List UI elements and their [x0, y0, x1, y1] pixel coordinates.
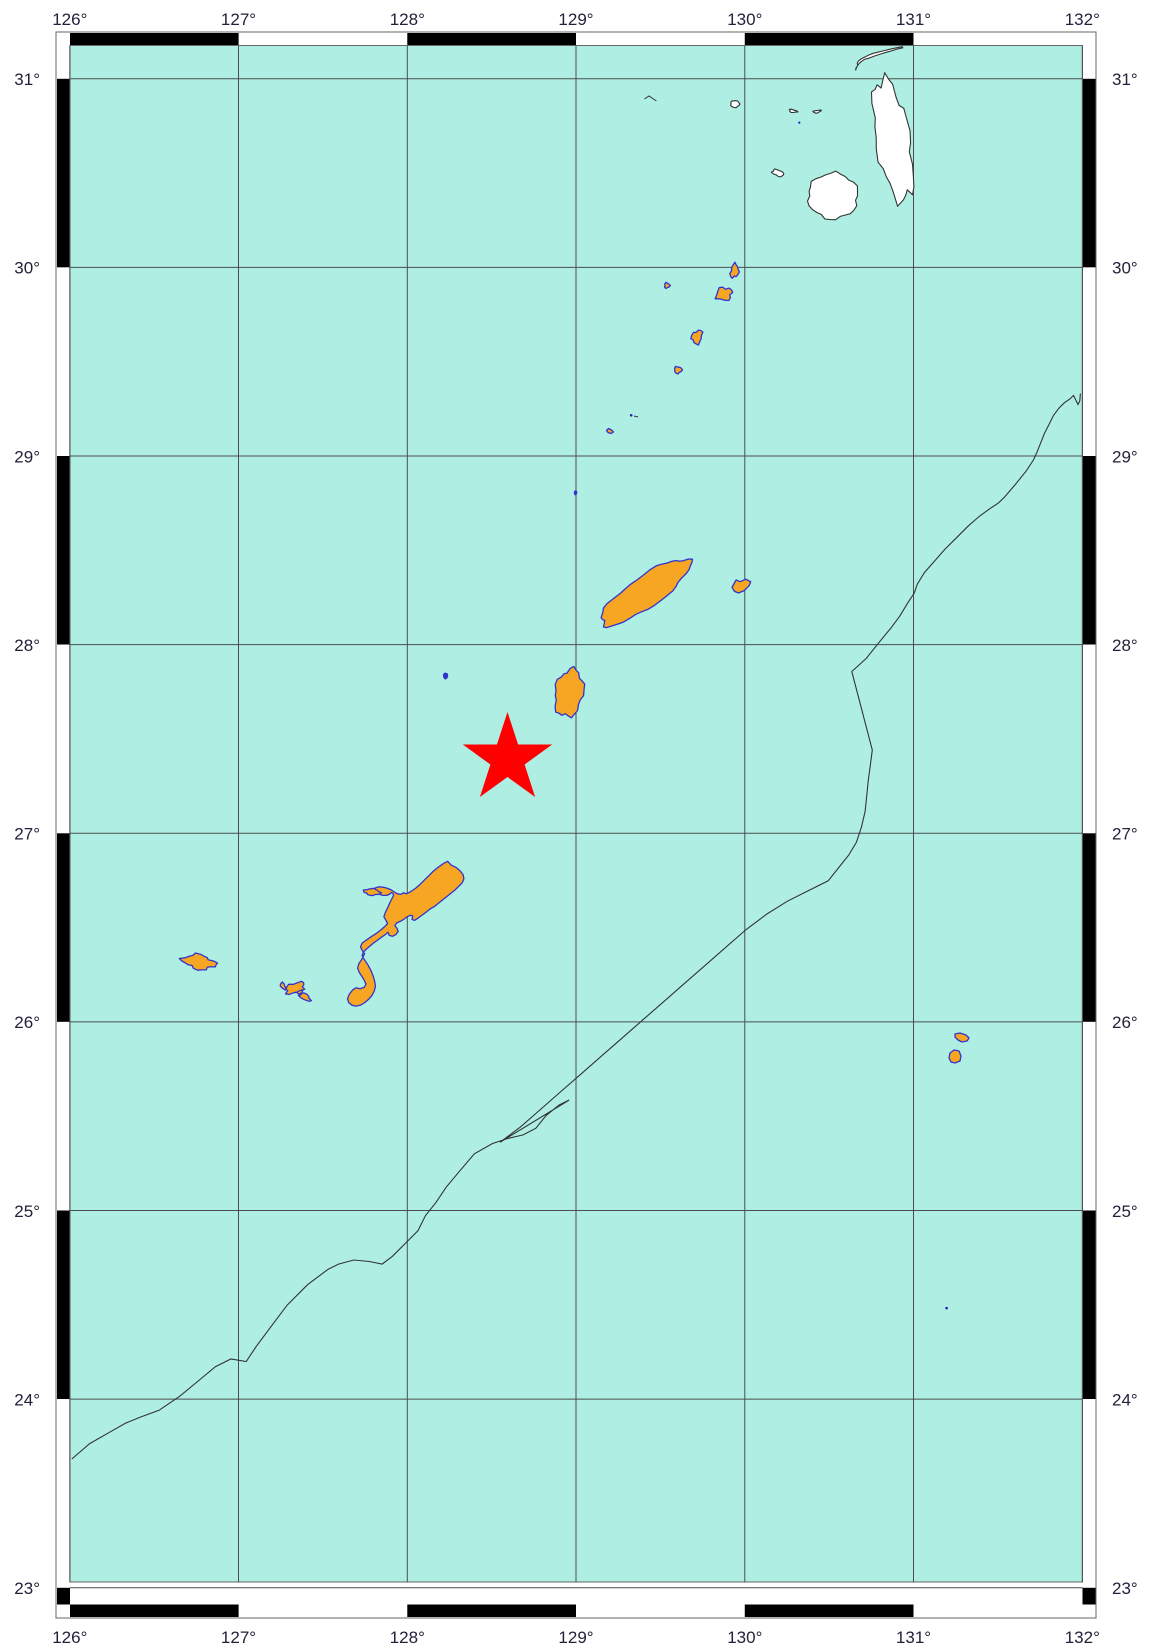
svg-text:28°: 28° — [1112, 636, 1138, 655]
svg-text:30°: 30° — [14, 259, 40, 278]
svg-text:27°: 27° — [1112, 825, 1138, 844]
svg-text:128°: 128° — [390, 10, 425, 29]
svg-text:129°: 129° — [558, 10, 593, 29]
svg-text:28°: 28° — [14, 636, 40, 655]
svg-text:127°: 127° — [221, 10, 256, 29]
svg-text:23°: 23° — [14, 1579, 40, 1598]
svg-text:126°: 126° — [52, 1628, 87, 1647]
svg-text:25°: 25° — [14, 1202, 40, 1221]
svg-text:128°: 128° — [390, 1628, 425, 1647]
svg-text:31°: 31° — [1112, 70, 1138, 89]
svg-text:130°: 130° — [727, 10, 762, 29]
svg-text:126°: 126° — [52, 10, 87, 29]
svg-text:23°: 23° — [1112, 1579, 1138, 1598]
svg-text:24°: 24° — [14, 1390, 40, 1409]
svg-text:25°: 25° — [1112, 1202, 1138, 1221]
svg-text:129°: 129° — [558, 1628, 593, 1647]
svg-text:27°: 27° — [14, 825, 40, 844]
svg-text:29°: 29° — [14, 447, 40, 466]
svg-text:127°: 127° — [221, 1628, 256, 1647]
svg-text:31°: 31° — [14, 70, 40, 89]
svg-text:26°: 26° — [14, 1013, 40, 1032]
svg-text:130°: 130° — [727, 1628, 762, 1647]
svg-text:26°: 26° — [1112, 1013, 1138, 1032]
svg-text:131°: 131° — [896, 1628, 931, 1647]
svg-text:132°: 132° — [1065, 10, 1100, 29]
svg-text:132°: 132° — [1065, 1628, 1100, 1647]
svg-text:30°: 30° — [1112, 259, 1138, 278]
svg-text:131°: 131° — [896, 10, 931, 29]
svg-text:24°: 24° — [1112, 1390, 1138, 1409]
svg-text:29°: 29° — [1112, 447, 1138, 466]
